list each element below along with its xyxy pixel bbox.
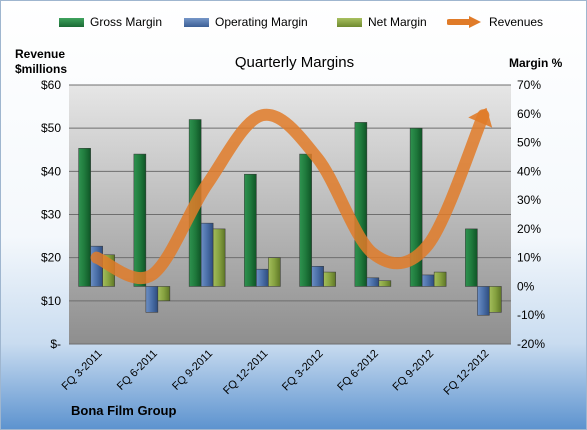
bar-net-margin — [489, 286, 502, 313]
right-tick-label: 50% — [517, 136, 541, 150]
right-tick-label: 70% — [517, 78, 541, 92]
legend-swatch — [59, 17, 84, 27]
legend-item-operating-margin: Operating Margin — [184, 15, 308, 29]
bar-gross-margin — [465, 228, 478, 287]
x-tick-label: FQ 12-2011 — [221, 348, 270, 397]
x-tick-label: FQ 6-2011 — [115, 348, 160, 393]
left-tick-label: $10 — [41, 294, 61, 308]
legend-item-revenues: Revenues — [447, 15, 543, 29]
legend: Gross Margin Operating Margin Net Margin… — [1, 15, 586, 35]
right-tick-label: 30% — [517, 193, 541, 207]
right-tick-label: -20% — [517, 337, 545, 351]
bar-operating-margin — [200, 222, 214, 287]
bar-operating-margin — [256, 268, 269, 287]
bar-net-margin — [212, 228, 226, 287]
left-axis-title-line1: Revenue — [15, 47, 66, 61]
bar-operating-margin — [366, 277, 380, 287]
legend-label: Net Margin — [368, 15, 427, 29]
x-tick-label: FQ 12-2012 — [442, 348, 492, 398]
bar-net-margin — [323, 271, 336, 287]
legend-label: Gross Margin — [90, 15, 163, 29]
bar-operating-margin — [421, 274, 435, 287]
bar-gross-margin — [299, 153, 312, 287]
left-tick-label: $40 — [41, 164, 61, 178]
bar-gross-margin — [78, 148, 91, 287]
revenue-line — [90, 108, 490, 285]
left-tick-label: $60 — [41, 78, 61, 92]
bar-operating-margin — [477, 286, 490, 316]
legend-swatch — [184, 17, 209, 27]
legend-item-gross-margin: Gross Margin — [59, 15, 162, 29]
bar-operating-margin — [145, 286, 159, 313]
legend-label: Revenues — [489, 15, 544, 29]
left-axis-title: Revenue $millions — [15, 47, 67, 77]
bar-operating-margin — [311, 266, 324, 287]
left-tick-label: $20 — [41, 251, 61, 265]
right-tick-label: 0% — [517, 279, 535, 293]
right-tick-label: 40% — [517, 164, 541, 178]
bar-gross-margin — [133, 153, 147, 287]
company-name: Bona Film Group — [71, 403, 177, 418]
x-tick-label: FQ 9-2011 — [170, 348, 215, 393]
x-tick-label: FQ 3-2012 — [280, 348, 326, 394]
left-tick-label: $- — [50, 337, 61, 351]
left-axis-title-line2: $millions — [15, 62, 68, 76]
legend-swatch — [337, 17, 362, 27]
right-axis-title: Margin % — [509, 56, 563, 70]
bar-gross-margin — [244, 173, 257, 287]
x-tick-label: FQ 9-2012 — [391, 348, 437, 394]
bar-net-margin — [433, 271, 447, 287]
right-tick-label: 20% — [517, 222, 541, 236]
left-tick-label: $30 — [41, 208, 61, 222]
x-tick-label: FQ 6-2012 — [335, 348, 381, 394]
x-tick-label: FQ 3-2011 — [60, 348, 105, 393]
bar-net-margin — [157, 286, 171, 302]
chart-title: Quarterly Margins — [234, 54, 355, 71]
legend-item-net-margin: Net Margin — [337, 15, 427, 29]
right-tick-label: 60% — [517, 107, 541, 121]
arrow-icon — [447, 16, 481, 28]
bar-gross-margin — [354, 122, 368, 287]
bar-net-margin — [378, 280, 392, 287]
revenue-arrowhead — [468, 107, 493, 128]
bar-net-margin — [268, 257, 281, 287]
left-tick-label: $50 — [41, 121, 61, 135]
right-tick-label: 10% — [517, 251, 541, 265]
legend-label: Operating Margin — [215, 15, 308, 29]
right-tick-label: -10% — [517, 308, 545, 322]
